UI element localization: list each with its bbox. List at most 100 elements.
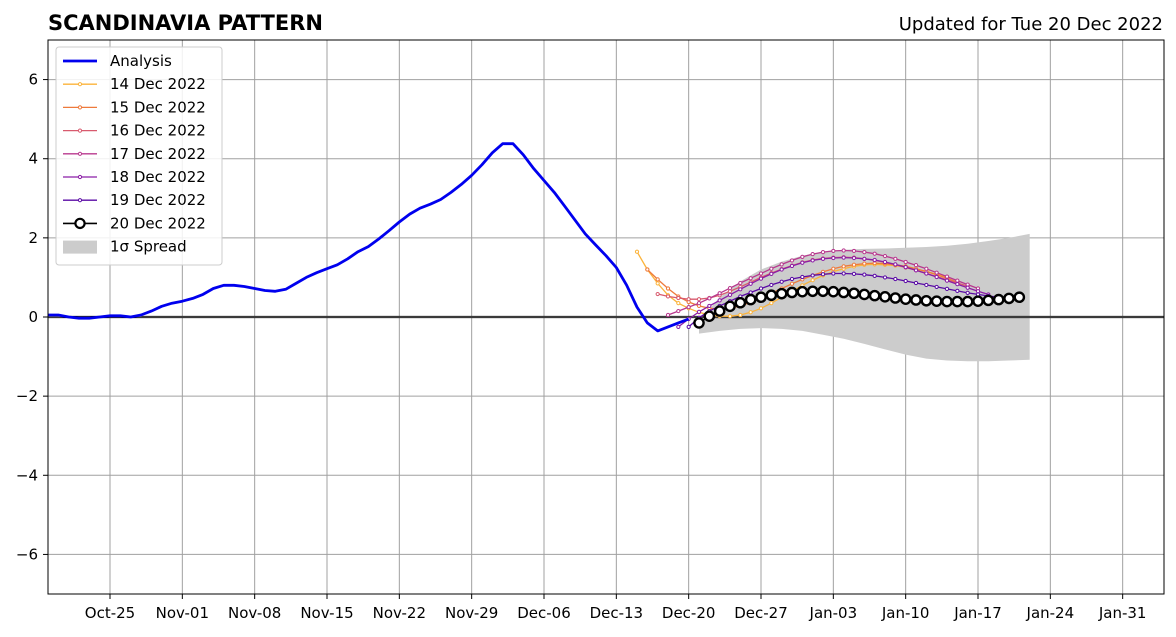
series-point (765, 289, 778, 302)
series-point (655, 291, 660, 297)
x-tick-label: Jan-17 (953, 604, 1002, 622)
analysis-series (48, 142, 690, 333)
series-point (800, 274, 805, 280)
series-point (645, 267, 650, 272)
x-tick-label: Jan-10 (881, 604, 930, 622)
series-point (841, 248, 846, 253)
series-point (769, 266, 774, 271)
series-point (748, 281, 753, 286)
series-point (955, 282, 960, 287)
series-point (727, 286, 733, 291)
series-point (1003, 292, 1015, 305)
legend-label-series: 19 Dec 2022 (110, 191, 206, 209)
series-point (972, 295, 984, 307)
series-point (955, 278, 960, 283)
series-point (724, 300, 736, 313)
series-point (676, 308, 681, 314)
series-point (655, 281, 660, 286)
forecast-series (634, 248, 1026, 329)
series-point (693, 317, 705, 329)
series-point (851, 271, 857, 276)
series-point (893, 276, 898, 282)
y-tick-label: −4 (16, 466, 38, 484)
series-point (934, 270, 939, 275)
series-point (800, 260, 805, 265)
series-point (944, 274, 950, 279)
series-point (841, 264, 846, 269)
series-point (820, 256, 826, 261)
series-point (982, 294, 995, 307)
x-tick-label: Dec-20 (662, 604, 716, 622)
legend-swatch-spread (63, 240, 97, 254)
series-point (920, 294, 933, 307)
legend-label-series: 20 Dec 2022 (110, 214, 206, 232)
series-point (941, 295, 953, 308)
y-tick-label: 0 (28, 308, 38, 326)
series-point (934, 284, 939, 290)
chart-subtitle: Updated for Tue 20 Dec 2022 (899, 14, 1163, 35)
series-point (789, 263, 795, 269)
series-point (893, 262, 898, 267)
series-point (744, 293, 757, 306)
legend-swatch-marker (77, 128, 83, 133)
series-point (734, 296, 747, 309)
legend-label-series: 15 Dec 2022 (110, 98, 206, 116)
series-point (665, 312, 671, 318)
series-point (872, 257, 877, 263)
series-point (758, 271, 764, 276)
legend-swatch-marker (74, 217, 86, 230)
series-point (944, 278, 950, 283)
legend-swatch-marker (77, 174, 83, 180)
series-point (851, 262, 857, 267)
series-point (789, 281, 795, 286)
x-tick-label: Nov-01 (156, 604, 209, 622)
series-point (686, 324, 691, 329)
series-point (924, 266, 929, 271)
series-point (817, 285, 829, 298)
series-point (796, 285, 809, 298)
series-point (789, 276, 795, 282)
series-point (992, 293, 1005, 306)
series-point (758, 306, 764, 311)
series-point (713, 305, 726, 317)
series-point (831, 248, 836, 254)
series-point (879, 291, 891, 303)
legend-box (55, 46, 223, 266)
x-axis-ticks: Oct-25 Nov-01 Nov-08 Nov-15 Nov-22 Nov-29 Dec-… (85, 594, 1147, 622)
series-point (748, 276, 753, 281)
series-point (913, 268, 919, 273)
legend-label-spread: 1σ Spread (110, 238, 187, 256)
series-point (961, 295, 974, 308)
series-point (882, 275, 888, 280)
series-point (810, 278, 815, 283)
series-point (810, 273, 815, 278)
series-point (944, 286, 950, 292)
x-tick-label: Jan-24 (1026, 604, 1075, 622)
series-point (831, 266, 836, 271)
x-tick-label: Jan-03 (809, 604, 858, 622)
series-point (820, 272, 826, 277)
series-point (903, 259, 908, 265)
series-point (831, 255, 836, 261)
x-tick-label: Nov-08 (228, 604, 281, 622)
series-point (748, 310, 753, 315)
y-tick-label: 2 (28, 229, 38, 247)
series-point (769, 282, 774, 288)
series-point (872, 251, 877, 256)
legend-label-series: 16 Dec 2022 (110, 122, 206, 140)
x-tick-label: Jan-31 (1098, 604, 1147, 622)
series-point (707, 296, 712, 301)
series-point (913, 280, 919, 286)
series-point (686, 305, 691, 310)
series-point (913, 263, 919, 268)
series-point (634, 249, 640, 254)
series-point (831, 271, 836, 276)
y-tick-label: 4 (28, 150, 38, 168)
legend-swatch-marker (77, 82, 83, 87)
series-point (882, 253, 888, 259)
legend-label-analysis: Analysis (110, 52, 172, 70)
series-point (934, 274, 939, 280)
legend-swatch-marker (77, 151, 83, 156)
y-tick-label: −6 (16, 545, 38, 563)
chart-title: SCANDINAVIA PATTERN (48, 11, 323, 35)
